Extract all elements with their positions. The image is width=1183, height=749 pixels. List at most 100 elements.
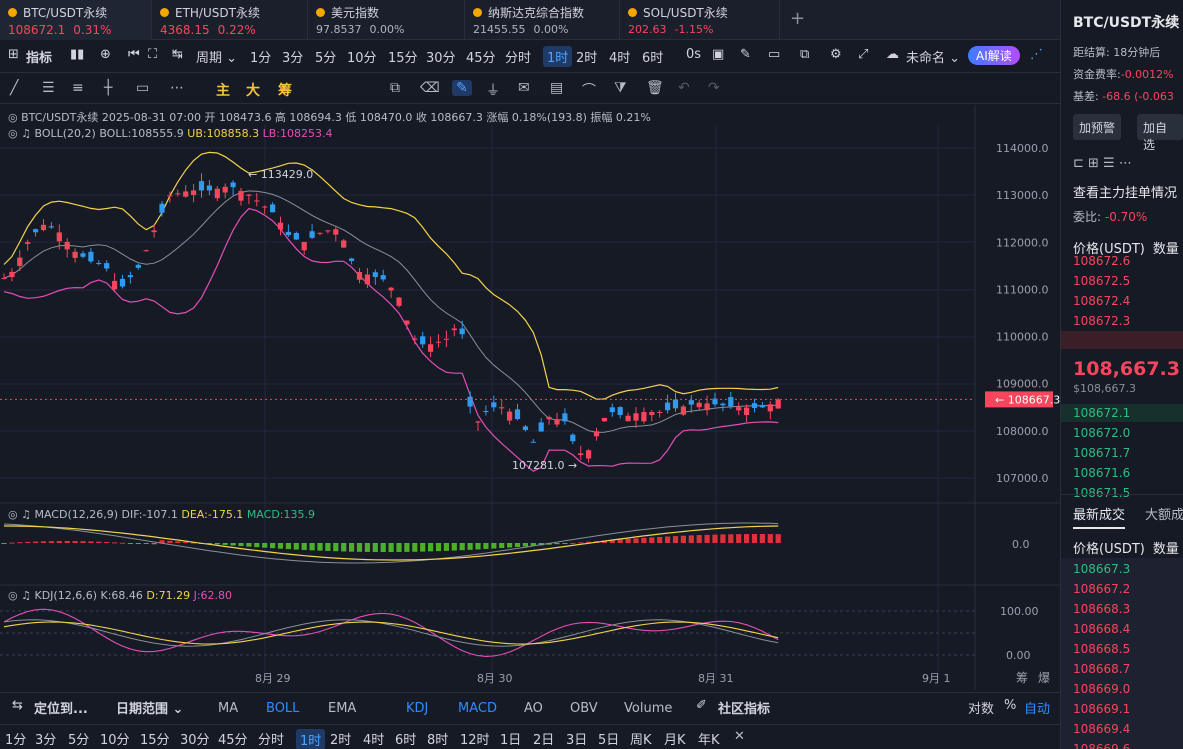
add-favorite-button[interactable]: 加自选 bbox=[1137, 114, 1183, 152]
period-button[interactable]: 5日 bbox=[598, 733, 620, 748]
symbol-tab[interactable]: SOL/USDT永续 202.63 -1.15% bbox=[620, 0, 780, 40]
add-tab-icon[interactable]: + bbox=[790, 8, 806, 29]
indicator-button[interactable]: 指标 bbox=[26, 51, 53, 66]
interval-button[interactable]: 1时 bbox=[543, 46, 573, 67]
ask-row[interactable]: 108672.4 bbox=[1073, 294, 1131, 308]
locate-icon[interactable]: ⇆ bbox=[12, 698, 23, 713]
reverse-icon[interactable]: ↹ bbox=[172, 47, 183, 62]
bid-row[interactable]: 108672.1 bbox=[1073, 406, 1131, 420]
draw-mode-icon[interactable]: ✎ bbox=[452, 80, 472, 96]
symbol-tab[interactable]: 美元指数 97.8537 0.00% bbox=[308, 0, 465, 40]
period-button[interactable]: 10分 bbox=[100, 733, 130, 748]
copy-icon[interactable]: ⧉ bbox=[390, 80, 400, 96]
filter-label[interactable]: 筹 bbox=[1016, 671, 1028, 685]
symbol-tab[interactable]: BTC/USDT永续 108672.1 0.31% bbox=[0, 0, 152, 40]
bell-icon[interactable]: ♫ bbox=[21, 127, 31, 140]
indicator-toggle[interactable]: MACD bbox=[458, 701, 497, 716]
hline-tool-icon[interactable]: ☰ bbox=[42, 80, 55, 96]
period-button[interactable]: 3日 bbox=[566, 733, 588, 748]
interval-button[interactable]: 6时 bbox=[642, 51, 664, 66]
filter-icon[interactable]: ⧩ bbox=[614, 80, 627, 96]
period-button[interactable]: 月K bbox=[664, 733, 686, 748]
close-icon[interactable]: ✕ bbox=[734, 729, 745, 744]
period-button[interactable]: 3分 bbox=[35, 733, 57, 748]
layout-icon[interactable]: ▭ bbox=[768, 47, 781, 62]
community-icon[interactable]: ✐ bbox=[696, 698, 707, 713]
depth-title[interactable]: 查看主力挂单情况 bbox=[1073, 186, 1178, 201]
burst-label[interactable]: 爆 bbox=[1038, 671, 1050, 685]
indicator-toggle[interactable]: EMA bbox=[328, 701, 357, 716]
period-button[interactable]: 12时 bbox=[460, 733, 490, 748]
candle-type-icon[interactable]: ▮▮ bbox=[70, 47, 85, 62]
price-chart-svg[interactable]: 114000.0 113000.0 112000.0 111000.0 110000.0… bbox=[0, 105, 1060, 690]
undo-icon[interactable]: ↶ bbox=[678, 80, 690, 96]
more-tools-icon[interactable]: ⋯ bbox=[170, 80, 184, 96]
interval-button[interactable]: 5分 bbox=[315, 51, 337, 66]
interval-button[interactable]: 分时 bbox=[505, 51, 532, 66]
share-icon[interactable]: ⋰ bbox=[1030, 47, 1043, 62]
overlay-toggle[interactable]: 筹 bbox=[278, 83, 292, 99]
ai-analysis-button[interactable]: AI解读 bbox=[968, 46, 1020, 65]
period-button[interactable]: 周K bbox=[630, 733, 652, 748]
big-trades-tab[interactable]: 大额成 bbox=[1145, 508, 1183, 523]
period-button[interactable]: 2时 bbox=[330, 733, 352, 748]
interval-button[interactable]: 2时 bbox=[576, 51, 598, 66]
ray-tool-icon[interactable]: ┼ bbox=[104, 80, 113, 96]
interval-button[interactable]: 15分 bbox=[388, 51, 418, 66]
indicator-toggle[interactable]: Volume bbox=[624, 701, 673, 716]
eye-icon[interactable]: ◎ bbox=[8, 589, 18, 602]
period-button[interactable]: 4时 bbox=[363, 733, 385, 748]
period-dropdown[interactable]: 周期 ⌄ bbox=[196, 51, 238, 66]
interval-button[interactable]: 10分 bbox=[347, 51, 377, 66]
indicator-icon[interactable]: ⊞ bbox=[8, 47, 19, 62]
log-scale-toggle[interactable]: 对数 bbox=[968, 702, 995, 717]
indicator-toggle[interactable]: MA bbox=[218, 701, 239, 716]
bid-row[interactable]: 108671.6 bbox=[1073, 466, 1131, 480]
overlay-toggle[interactable]: 主 bbox=[216, 83, 230, 99]
template-icon[interactable]: ▤ bbox=[550, 80, 564, 96]
community-indicators[interactable]: 社区指标 bbox=[718, 702, 771, 717]
ask-row[interactable]: 108672.6 bbox=[1073, 254, 1131, 268]
auto-scale-toggle[interactable]: 自动 bbox=[1024, 702, 1051, 717]
compare-icon[interactable]: ⊕ bbox=[100, 47, 111, 62]
eraser-icon[interactable]: ⌫ bbox=[420, 80, 440, 96]
expand-icon[interactable]: ⤢ bbox=[858, 47, 869, 62]
settings-icon[interactable]: ⚙ bbox=[830, 47, 842, 62]
copy-icon[interactable]: ⧉ bbox=[800, 47, 810, 62]
eye-icon[interactable]: ◎ bbox=[8, 508, 18, 521]
symbol-tab[interactable]: 纳斯达克综合指数 21455.55 0.00% bbox=[465, 0, 620, 40]
period-button[interactable]: 15分 bbox=[140, 733, 170, 748]
note-icon[interactable]: ✉ bbox=[518, 80, 530, 96]
interval-button[interactable]: 3分 bbox=[282, 51, 304, 66]
period-button[interactable]: 1分 bbox=[5, 733, 27, 748]
depth-icons[interactable]: ⊏ ⊞ ☰ ⋯ bbox=[1073, 156, 1132, 171]
indicator-toggle[interactable]: KDJ bbox=[406, 701, 429, 716]
eye-icon[interactable]: ◎ bbox=[8, 127, 18, 140]
indicator-toggle[interactable]: OBV bbox=[570, 701, 598, 716]
bid-row[interactable]: 108672.0 bbox=[1073, 426, 1131, 440]
period-button[interactable]: 45分 bbox=[218, 733, 248, 748]
period-button[interactable]: 1时 bbox=[296, 729, 326, 749]
chart-area[interactable]: 114000.0 113000.0 112000.0 111000.0 110000.0… bbox=[0, 105, 1060, 690]
channel-tool-icon[interactable]: ≡ bbox=[72, 80, 84, 96]
pen-icon[interactable]: ✎ bbox=[740, 47, 751, 62]
period-button[interactable]: 6时 bbox=[395, 733, 417, 748]
layout-name-dropdown[interactable]: 未命名 ⌄ bbox=[906, 51, 961, 66]
trades-tab[interactable]: 最新成交 bbox=[1073, 504, 1126, 529]
bell-icon[interactable]: ♫ bbox=[21, 508, 31, 521]
period-button[interactable]: 年K bbox=[698, 733, 720, 748]
add-alert-button[interactable]: 加预警 bbox=[1073, 114, 1122, 140]
indicator-toggle[interactable]: BOLL bbox=[266, 701, 300, 716]
period-button[interactable]: 30分 bbox=[180, 733, 210, 748]
interval-button[interactable]: 45分 bbox=[466, 51, 496, 66]
percent-toggle[interactable]: % bbox=[1004, 698, 1017, 713]
replay-icon[interactable]: ⏮ bbox=[128, 47, 140, 62]
symbol-tab[interactable]: ETH/USDT永续 4368.15 0.22% bbox=[152, 0, 308, 40]
period-button[interactable]: 2日 bbox=[533, 733, 555, 748]
date-range-button[interactable]: 日期范围 ⌄ bbox=[116, 702, 184, 717]
interval-button[interactable]: 1分 bbox=[250, 51, 272, 66]
bell-icon[interactable]: ♫ bbox=[21, 589, 31, 602]
period-button[interactable]: 8时 bbox=[427, 733, 449, 748]
fullscreen-icon[interactable]: ⛶ bbox=[148, 47, 158, 62]
bid-row[interactable]: 108671.5 bbox=[1073, 486, 1131, 500]
